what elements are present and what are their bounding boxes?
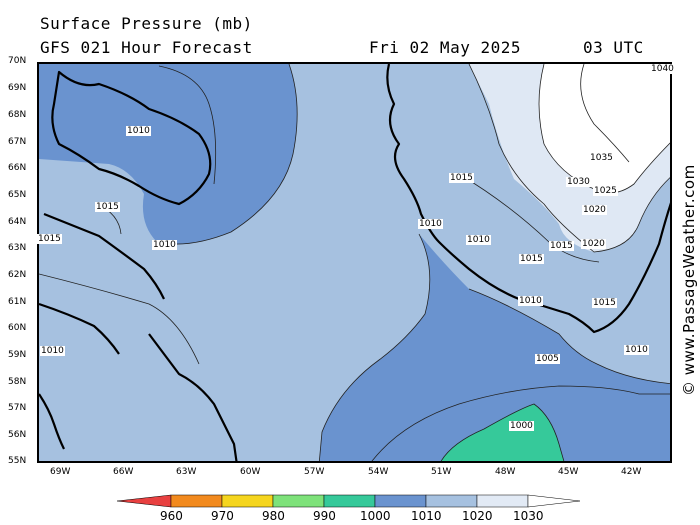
contour-label: 1040: [650, 64, 675, 74]
lat-label: 59N: [8, 350, 27, 360]
lon-label: 69W: [50, 467, 71, 477]
chart-title: Surface Pressure (mb): [40, 14, 253, 33]
contour-label: 1025: [593, 186, 618, 196]
isobars: [39, 64, 670, 461]
lat-label: 62N: [8, 270, 27, 280]
contour-label: 1020: [582, 205, 607, 215]
coastlines: [39, 64, 670, 461]
lon-label: 54W: [368, 467, 389, 477]
colorbar-tick: 1000: [360, 509, 391, 523]
lat-label: 55N: [8, 456, 27, 466]
lat-label: 56N: [8, 430, 27, 440]
contour-label: 1015: [549, 241, 574, 251]
band-1030-plus: [539, 64, 670, 193]
contour-label: 1015: [592, 298, 617, 308]
contour-label: 1010: [518, 296, 543, 306]
pressure-colorbar: [117, 494, 581, 508]
lat-label: 64N: [8, 217, 27, 227]
colorbar-swatch: [117, 494, 172, 508]
contour-label: 1010: [152, 240, 177, 250]
contour-label: 1030: [566, 177, 591, 187]
contour-label: 1010: [466, 235, 491, 245]
lat-label: 66N: [8, 163, 27, 173]
lat-label: 70N: [8, 56, 27, 66]
lat-label: 61N: [8, 297, 27, 307]
lat-label: 65N: [8, 190, 27, 200]
colorbar-tick: 1020: [462, 509, 493, 523]
lat-label: 68N: [8, 110, 27, 120]
colorbar-tick: 970: [211, 509, 234, 523]
contour-label: 1010: [418, 219, 443, 229]
lon-label: 60W: [240, 467, 261, 477]
colorbar-swatch: [374, 494, 427, 508]
colorbar-swatch: [476, 494, 529, 508]
colorbar-tick: 1010: [411, 509, 442, 523]
lon-label: 63W: [176, 467, 197, 477]
lat-label: 67N: [8, 137, 27, 147]
contour-label: 1000: [509, 421, 534, 431]
band-1000-1010-baffin: [39, 64, 298, 245]
contour-label: 1010: [126, 126, 151, 136]
colorbar-tick: 960: [160, 509, 183, 523]
colorbar-tick: 1030: [513, 509, 544, 523]
map-canvas: [39, 64, 670, 461]
lat-label: 58N: [8, 377, 27, 387]
colorbar-swatch: [323, 494, 376, 508]
lon-label: 57W: [304, 467, 325, 477]
lon-label: 66W: [113, 467, 134, 477]
contour-label: 1020: [581, 239, 606, 249]
pressure-map: [37, 62, 672, 463]
colorbar-swatch: [170, 494, 223, 508]
band-1000-1010-south: [319, 234, 670, 461]
contour-label: 1010: [40, 346, 65, 356]
colorbar-swatch: [272, 494, 325, 508]
lat-label: 60N: [8, 323, 27, 333]
colorbar-swatch: [221, 494, 274, 508]
colorbar-tick: 980: [262, 509, 285, 523]
colorbar-swatch: [425, 494, 478, 508]
forecast-time: 03 UTC: [583, 38, 644, 57]
colorbar-swatch: [527, 494, 581, 508]
band-990-1000: [441, 404, 564, 461]
lat-label: 57N: [8, 403, 27, 413]
lon-label: 45W: [558, 467, 579, 477]
contour-label: 1010: [624, 345, 649, 355]
lat-label: 69N: [8, 83, 27, 93]
lon-label: 48W: [495, 467, 516, 477]
lon-label: 42W: [621, 467, 642, 477]
contour-label: 1005: [535, 354, 560, 364]
site-credit: © www.PassageWeather.com: [680, 164, 698, 396]
lat-label: 63N: [8, 243, 27, 253]
model-run: GFS 021 Hour Forecast: [40, 38, 253, 57]
contour-label: 1015: [95, 202, 120, 212]
lon-label: 51W: [431, 467, 452, 477]
contour-label: 1015: [37, 234, 62, 244]
contour-label: 1035: [589, 153, 614, 163]
contour-label: 1015: [519, 254, 544, 264]
forecast-date: Fri 02 May 2025: [369, 38, 521, 57]
contour-label: 1015: [449, 173, 474, 183]
colorbar-tick: 990: [313, 509, 336, 523]
